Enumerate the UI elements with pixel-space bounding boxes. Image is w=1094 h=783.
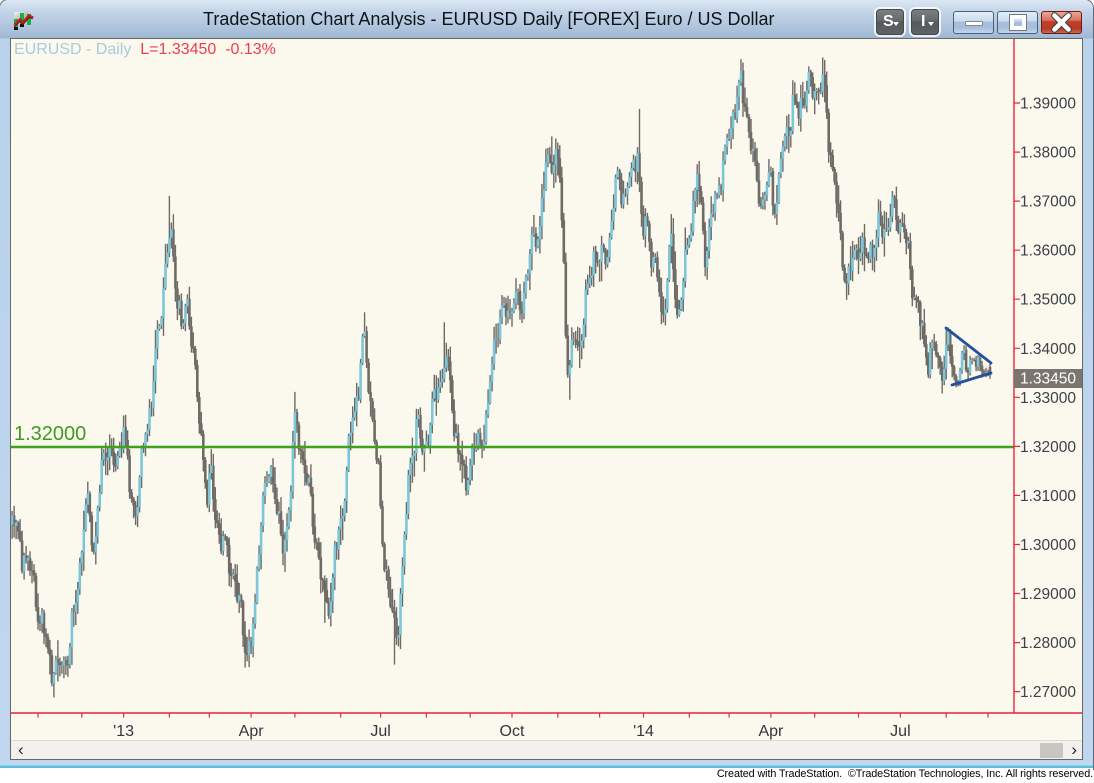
- svg-text:1.28000: 1.28000: [1020, 635, 1076, 652]
- svg-text:1.27000: 1.27000: [1020, 684, 1076, 701]
- svg-text:Jul: Jul: [370, 723, 390, 740]
- svg-text:1.39000: 1.39000: [1020, 96, 1076, 113]
- svg-text:1.34000: 1.34000: [1020, 341, 1076, 358]
- svg-text:1.33000: 1.33000: [1020, 390, 1076, 407]
- svg-text:1.36000: 1.36000: [1020, 243, 1076, 260]
- svg-text:'13: '13: [113, 723, 134, 740]
- svg-text:Apr: Apr: [239, 723, 265, 740]
- svg-text:1.37000: 1.37000: [1020, 194, 1076, 211]
- svg-text:1.30000: 1.30000: [1020, 537, 1076, 554]
- svg-text:1.32000: 1.32000: [1020, 439, 1076, 456]
- svg-text:1.32000: 1.32000: [14, 423, 86, 445]
- svg-text:Oct: Oct: [500, 723, 525, 740]
- svg-text:'14: '14: [633, 723, 654, 740]
- svg-text:1.33450: 1.33450: [1020, 371, 1076, 388]
- svg-text:1.38000: 1.38000: [1020, 145, 1076, 162]
- svg-text:1.35000: 1.35000: [1020, 292, 1076, 309]
- svg-text:Apr: Apr: [758, 723, 784, 740]
- svg-text:1.29000: 1.29000: [1020, 586, 1076, 603]
- svg-text:Jul: Jul: [890, 723, 910, 740]
- svg-text:1.31000: 1.31000: [1020, 488, 1076, 505]
